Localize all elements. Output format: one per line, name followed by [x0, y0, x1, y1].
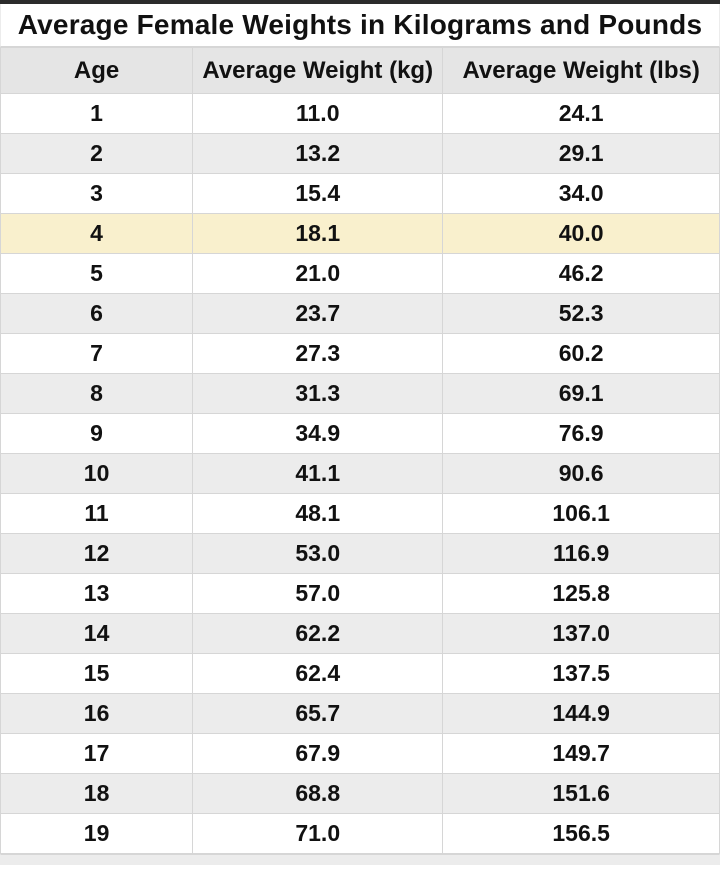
partial-next-row	[0, 854, 720, 865]
table-row-age-14: 14 62.2 137.0	[0, 613, 720, 654]
column-header-age: Age	[0, 47, 194, 94]
cell-kg: 18.1	[192, 213, 444, 254]
cell-lbs: 156.5	[442, 813, 720, 854]
cell-lbs: 151.6	[442, 773, 720, 814]
cell-lbs: 76.9	[442, 413, 720, 454]
cell-age: 11	[0, 493, 194, 534]
cell-lbs: 69.1	[442, 373, 720, 414]
cell-lbs: 90.6	[442, 453, 720, 494]
cell-kg: 68.8	[192, 773, 444, 814]
table-row-age-1: 1 11.0 24.1	[0, 93, 720, 134]
table-row-age-12: 12 53.0 116.9	[0, 533, 720, 574]
cell-kg: 62.2	[192, 613, 444, 654]
cell-kg: 21.0	[192, 253, 444, 294]
cell-lbs: 24.1	[442, 93, 720, 134]
cell-lbs: 144.9	[442, 693, 720, 734]
cell-age: 3	[0, 173, 194, 214]
table-header: Age Average Weight (kg) Average Weight (…	[0, 47, 720, 94]
weights-table: Age Average Weight (kg) Average Weight (…	[0, 47, 720, 854]
column-header-kg: Average Weight (kg)	[192, 47, 444, 94]
cell-age: 10	[0, 453, 194, 494]
table-row-age-5: 5 21.0 46.2	[0, 253, 720, 294]
cell-lbs: 137.0	[442, 613, 720, 654]
header-row: Age Average Weight (kg) Average Weight (…	[0, 47, 720, 94]
cell-age: 9	[0, 413, 194, 454]
table-row-age-15: 15 62.4 137.5	[0, 653, 720, 694]
table-row-age-11: 11 48.1 106.1	[0, 493, 720, 534]
cell-kg: 34.9	[192, 413, 444, 454]
cell-age: 4	[0, 213, 194, 254]
cell-lbs: 52.3	[442, 293, 720, 334]
table-body: 1 11.0 24.1 2 13.2 29.1 3 15.4 34.0 4 18…	[0, 93, 720, 854]
cell-age: 18	[0, 773, 194, 814]
table-row-age-4-highlighted: 4 18.1 40.0	[0, 213, 720, 254]
cell-kg: 57.0	[192, 573, 444, 614]
cell-kg: 23.7	[192, 293, 444, 334]
cell-kg: 27.3	[192, 333, 444, 374]
cell-age: 5	[0, 253, 194, 294]
table-row-age-10: 10 41.1 90.6	[0, 453, 720, 494]
cell-kg: 67.9	[192, 733, 444, 774]
cell-kg: 41.1	[192, 453, 444, 494]
cell-age: 6	[0, 293, 194, 334]
cell-kg: 15.4	[192, 173, 444, 214]
table-row-age-3: 3 15.4 34.0	[0, 173, 720, 214]
table-row-age-6: 6 23.7 52.3	[0, 293, 720, 334]
cell-age: 12	[0, 533, 194, 574]
cell-lbs: 106.1	[442, 493, 720, 534]
cell-kg: 71.0	[192, 813, 444, 854]
cell-lbs: 60.2	[442, 333, 720, 374]
cell-age: 15	[0, 653, 194, 694]
cell-kg: 53.0	[192, 533, 444, 574]
cell-age: 19	[0, 813, 194, 854]
table-row-age-9: 9 34.9 76.9	[0, 413, 720, 454]
cell-kg: 62.4	[192, 653, 444, 694]
table-row-age-16: 16 65.7 144.9	[0, 693, 720, 734]
cell-age: 8	[0, 373, 194, 414]
cell-age: 13	[0, 573, 194, 614]
cell-age: 7	[0, 333, 194, 374]
table-row-age-8: 8 31.3 69.1	[0, 373, 720, 414]
cell-lbs: 46.2	[442, 253, 720, 294]
cell-lbs: 29.1	[442, 133, 720, 174]
cell-lbs: 149.7	[442, 733, 720, 774]
cell-lbs: 116.9	[442, 533, 720, 574]
cell-kg: 48.1	[192, 493, 444, 534]
table-row-age-17: 17 67.9 149.7	[0, 733, 720, 774]
table-row-age-18: 18 68.8 151.6	[0, 773, 720, 814]
cell-lbs: 34.0	[442, 173, 720, 214]
cell-age: 2	[0, 133, 194, 174]
cell-lbs: 40.0	[442, 213, 720, 254]
cell-kg: 11.0	[192, 93, 444, 134]
cell-age: 17	[0, 733, 194, 774]
cell-kg: 31.3	[192, 373, 444, 414]
cell-age: 1	[0, 93, 194, 134]
cell-kg: 65.7	[192, 693, 444, 734]
cell-age: 16	[0, 693, 194, 734]
table-row-age-7: 7 27.3 60.2	[0, 333, 720, 374]
cell-kg: 13.2	[192, 133, 444, 174]
column-header-lbs: Average Weight (lbs)	[442, 47, 720, 94]
table-row-age-19: 19 71.0 156.5	[0, 813, 720, 854]
table-row-age-2: 2 13.2 29.1	[0, 133, 720, 174]
table-row-age-13: 13 57.0 125.8	[0, 573, 720, 614]
cell-lbs: 137.5	[442, 653, 720, 694]
cell-age: 14	[0, 613, 194, 654]
top-border-bar	[0, 0, 720, 4]
cell-lbs: 125.8	[442, 573, 720, 614]
table-title: Average Female Weights in Kilograms and …	[0, 4, 720, 47]
